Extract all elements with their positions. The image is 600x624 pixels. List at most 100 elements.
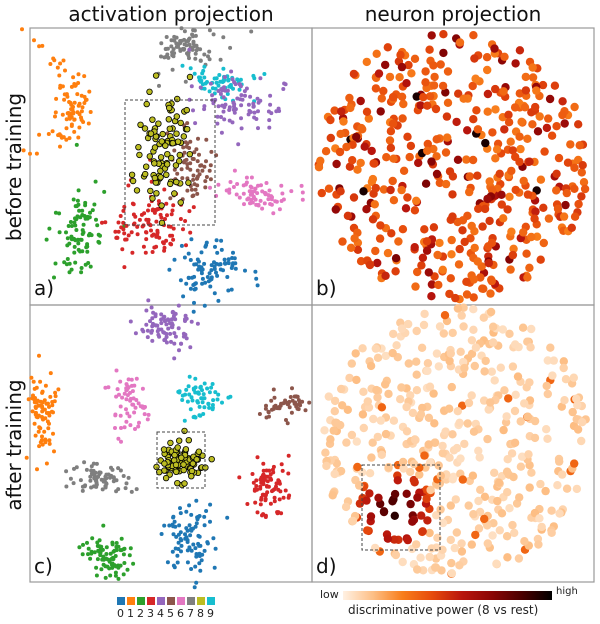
neuron-point-d <box>343 405 352 414</box>
point-class-0 <box>172 257 177 262</box>
point-class-1 <box>26 397 31 402</box>
point-class-3 <box>263 515 268 519</box>
point-class-0 <box>208 284 213 289</box>
point-class-7 <box>89 485 94 490</box>
point-class-5 <box>298 403 303 408</box>
point-class-4 <box>162 319 167 324</box>
point-class-4 <box>176 303 181 308</box>
point-class-9 <box>185 399 190 404</box>
panel-label-b: b) <box>316 276 337 300</box>
neuron-point-d <box>572 484 582 494</box>
neuron-point-d <box>517 452 527 461</box>
point-class-3 <box>121 208 126 213</box>
point-class-3 <box>148 223 153 228</box>
point-class-9 <box>221 78 226 83</box>
point-class-3 <box>245 502 250 506</box>
neuron-point-b <box>336 129 345 139</box>
point-class-2 <box>106 557 111 562</box>
neuron-point-d <box>447 569 457 578</box>
point-class-5 <box>188 167 193 172</box>
neuron-point-b <box>459 94 468 103</box>
point-class-2 <box>111 556 116 561</box>
point-class-9 <box>202 64 207 69</box>
point-class-4 <box>215 114 220 119</box>
neuron-point-b <box>395 73 404 82</box>
neuron-point-b <box>368 215 378 224</box>
neuron-point-b <box>432 169 442 179</box>
neuron-point-b <box>574 120 583 129</box>
neuron-point-b <box>407 69 416 78</box>
point-class-9 <box>195 399 200 404</box>
neuron-point-d <box>388 497 397 506</box>
point-class-3 <box>254 484 259 488</box>
neuron-point-d <box>448 328 457 338</box>
neuron-point-b <box>353 165 362 174</box>
legend-item-7: 7 <box>186 597 195 620</box>
neuron-point-b <box>484 242 493 251</box>
neuron-point-d <box>448 430 457 439</box>
point-class-6 <box>224 188 229 193</box>
point-class-8 <box>143 100 150 108</box>
neuron-point-b <box>519 176 528 186</box>
point-class-3 <box>154 207 159 212</box>
point-class-2 <box>81 230 86 235</box>
point-class-8 <box>151 144 159 151</box>
neuron-point-d <box>347 430 357 440</box>
point-class-0 <box>205 275 210 279</box>
point-class-3 <box>277 481 282 486</box>
neuron-point-b <box>429 81 439 90</box>
point-class-0 <box>202 514 207 519</box>
point-class-4 <box>255 96 260 101</box>
point-class-4 <box>189 319 194 324</box>
point-class-3 <box>139 212 144 217</box>
point-class-2 <box>76 247 81 252</box>
point-class-3 <box>135 232 140 237</box>
neuron-point-b <box>389 154 398 163</box>
point-class-9 <box>184 387 189 392</box>
point-class-9 <box>188 66 193 71</box>
point-class-0 <box>186 275 191 280</box>
point-class-9 <box>202 381 207 386</box>
point-class-1 <box>44 411 49 415</box>
point-class-6 <box>252 189 257 194</box>
point-class-9 <box>226 395 231 400</box>
point-class-3 <box>183 219 188 223</box>
point-class-4 <box>239 126 244 131</box>
point-class-4 <box>239 116 243 121</box>
point-class-6 <box>117 392 121 397</box>
point-class-7 <box>111 479 116 484</box>
neuron-point-d <box>471 530 480 540</box>
point-class-4 <box>281 87 286 91</box>
point-class-0 <box>182 255 187 260</box>
neuron-point-d <box>527 468 536 477</box>
neuron-point-b <box>385 72 395 82</box>
point-class-3 <box>264 468 269 473</box>
neuron-point-d <box>535 514 544 523</box>
point-class-5 <box>191 177 196 182</box>
point-class-2 <box>113 573 118 578</box>
point-class-5 <box>191 193 196 198</box>
neuron-point-b <box>423 146 432 155</box>
point-class-0 <box>204 509 209 513</box>
point-class-7 <box>165 52 170 57</box>
point-class-9 <box>227 84 232 89</box>
point-class-1 <box>88 110 93 114</box>
point-class-3 <box>120 247 125 252</box>
neuron-point-d <box>420 309 429 319</box>
point-class-1 <box>79 117 84 122</box>
point-class-0 <box>199 271 204 276</box>
neuron-point-b <box>446 274 455 283</box>
neuron-point-d <box>553 481 562 490</box>
point-class-3 <box>162 245 167 250</box>
point-class-0 <box>202 261 207 266</box>
neuron-point-d <box>412 386 422 395</box>
point-class-3 <box>144 230 148 235</box>
neuron-point-b <box>404 60 413 70</box>
point-class-1 <box>28 151 32 156</box>
neuron-point-d <box>446 535 455 545</box>
neuron-point-b <box>364 114 373 123</box>
point-class-0 <box>189 512 194 517</box>
neuron-point-d <box>363 397 372 406</box>
neuron-point-d <box>351 349 360 358</box>
point-class-6 <box>118 404 123 409</box>
